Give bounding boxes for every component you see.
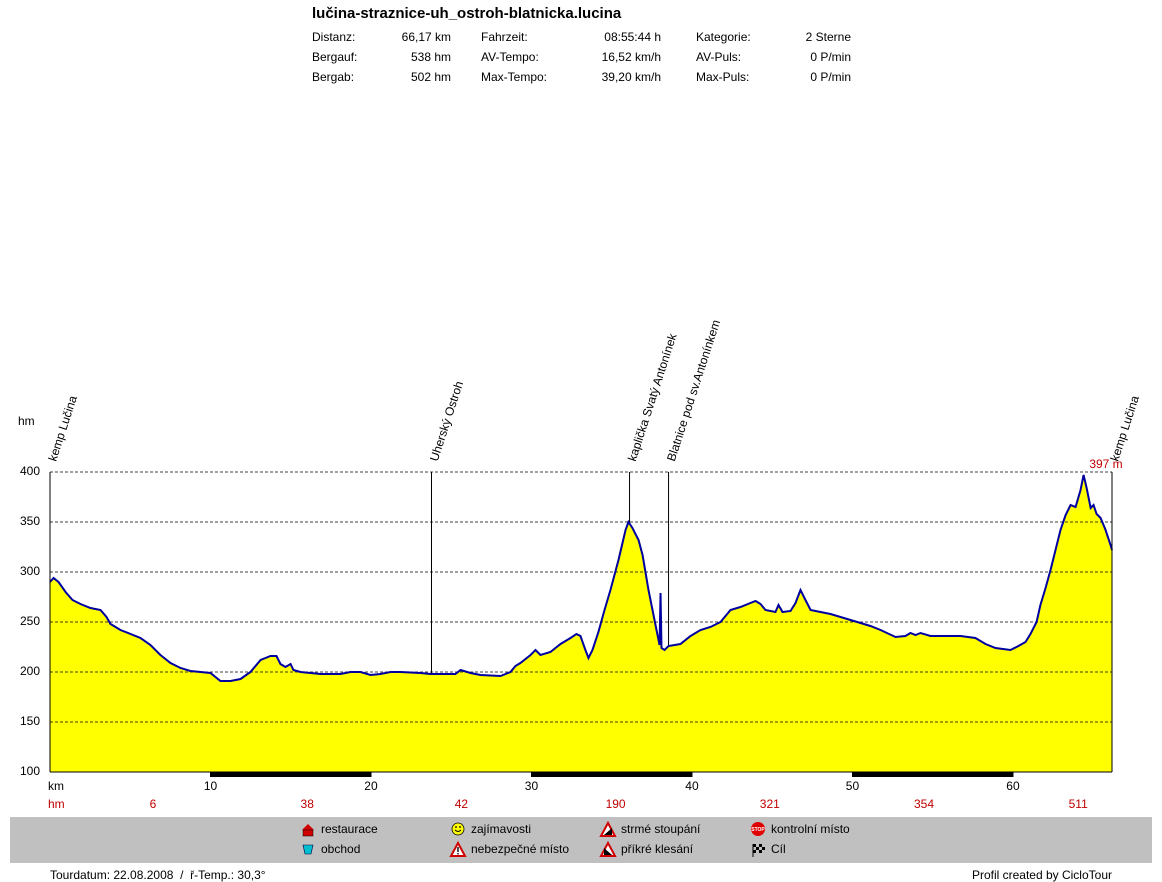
y-tick-label: 350 xyxy=(20,514,40,528)
climb-value: 321 xyxy=(760,797,780,811)
stat-label: AV-Puls: xyxy=(696,50,741,64)
max-label: 397 m xyxy=(1089,457,1122,471)
stat-value: 538 hm xyxy=(411,50,451,64)
legend-label: nebezpečné místo xyxy=(471,842,569,856)
x-tick-label: 20 xyxy=(364,779,378,793)
line xyxy=(49,474,1113,682)
stat-label: AV-Tempo: xyxy=(481,50,539,64)
y-tick-label: 400 xyxy=(20,464,40,478)
stat-label: Max-Puls: xyxy=(696,70,749,84)
climb-value: 42 xyxy=(455,797,469,811)
y-tick-label: 100 xyxy=(20,764,40,778)
stat-value: 16,52 km/h xyxy=(602,50,661,64)
stat-label: Kategorie: xyxy=(696,30,751,44)
axis-segment xyxy=(210,772,371,777)
svg-text:STOP: STOP xyxy=(751,827,765,833)
y-axis-label: hm xyxy=(18,414,35,428)
legend-box xyxy=(10,817,1152,863)
legend-label: Cíl xyxy=(771,842,786,856)
climb-value: 38 xyxy=(301,797,315,811)
x-tick-label: 10 xyxy=(204,779,218,793)
axis-segment xyxy=(531,772,692,777)
stat-value: 0 P/min xyxy=(810,70,851,84)
x-tick-label: 40 xyxy=(685,779,699,793)
y-tick-label: 300 xyxy=(20,564,40,578)
waypoint-label: kemp Lučina xyxy=(46,394,80,463)
stat-label: Bergab: xyxy=(312,70,354,84)
waypoint-label: Uherský Ostroh xyxy=(427,379,466,463)
footer-left: Tourdatum: 22.08.2008 / ř-Temp.: 30,3° xyxy=(50,868,266,882)
legend-label: zajímavosti xyxy=(471,822,531,836)
climb-value: 6 xyxy=(150,797,157,811)
climb-value: 190 xyxy=(606,797,626,811)
stat-value: 0 P/min xyxy=(810,50,851,64)
stat-label: Distanz: xyxy=(312,30,355,44)
stat-label: Fahrzeit: xyxy=(481,30,528,44)
legend-label: kontrolní místo xyxy=(771,822,850,836)
stat-value: 66,17 km xyxy=(402,30,451,44)
climb-value: 354 xyxy=(914,797,934,811)
axis-segment xyxy=(852,772,1013,777)
x-tick-label: 60 xyxy=(1006,779,1020,793)
x-axis-label: km xyxy=(48,779,64,793)
footer-right: Profil created by CicloTour xyxy=(972,868,1112,882)
climb-label: hm xyxy=(48,797,65,811)
waypoint-label: kemp Lučina xyxy=(1108,394,1142,463)
legend-label: obchod xyxy=(321,842,360,856)
chart-title: lučina-straznice-uh_ostroh-blatnicka.luc… xyxy=(312,5,622,22)
climb-value: 511 xyxy=(1069,797,1088,811)
legend-label: restaurace xyxy=(321,822,378,836)
stat-value: 08:55:44 h xyxy=(604,30,661,44)
legend-label: příkré klesání xyxy=(621,842,694,856)
y-tick-label: 200 xyxy=(20,664,40,678)
stat-value: 2 Sterne xyxy=(806,30,852,44)
legend-label: strmé stoupání xyxy=(621,822,701,836)
stat-label: Bergauf: xyxy=(312,50,357,64)
area xyxy=(50,475,1112,772)
x-tick-label: 30 xyxy=(525,779,539,793)
stat-value: 502 hm xyxy=(411,70,451,84)
y-tick-label: 150 xyxy=(20,714,40,728)
stat-label: Max-Tempo: xyxy=(481,70,547,84)
x-tick-label: 50 xyxy=(846,779,860,793)
legend-icons: STOP xyxy=(302,820,765,857)
y-tick-label: 250 xyxy=(20,614,40,628)
stat-value: 39,20 km/h xyxy=(602,70,661,84)
